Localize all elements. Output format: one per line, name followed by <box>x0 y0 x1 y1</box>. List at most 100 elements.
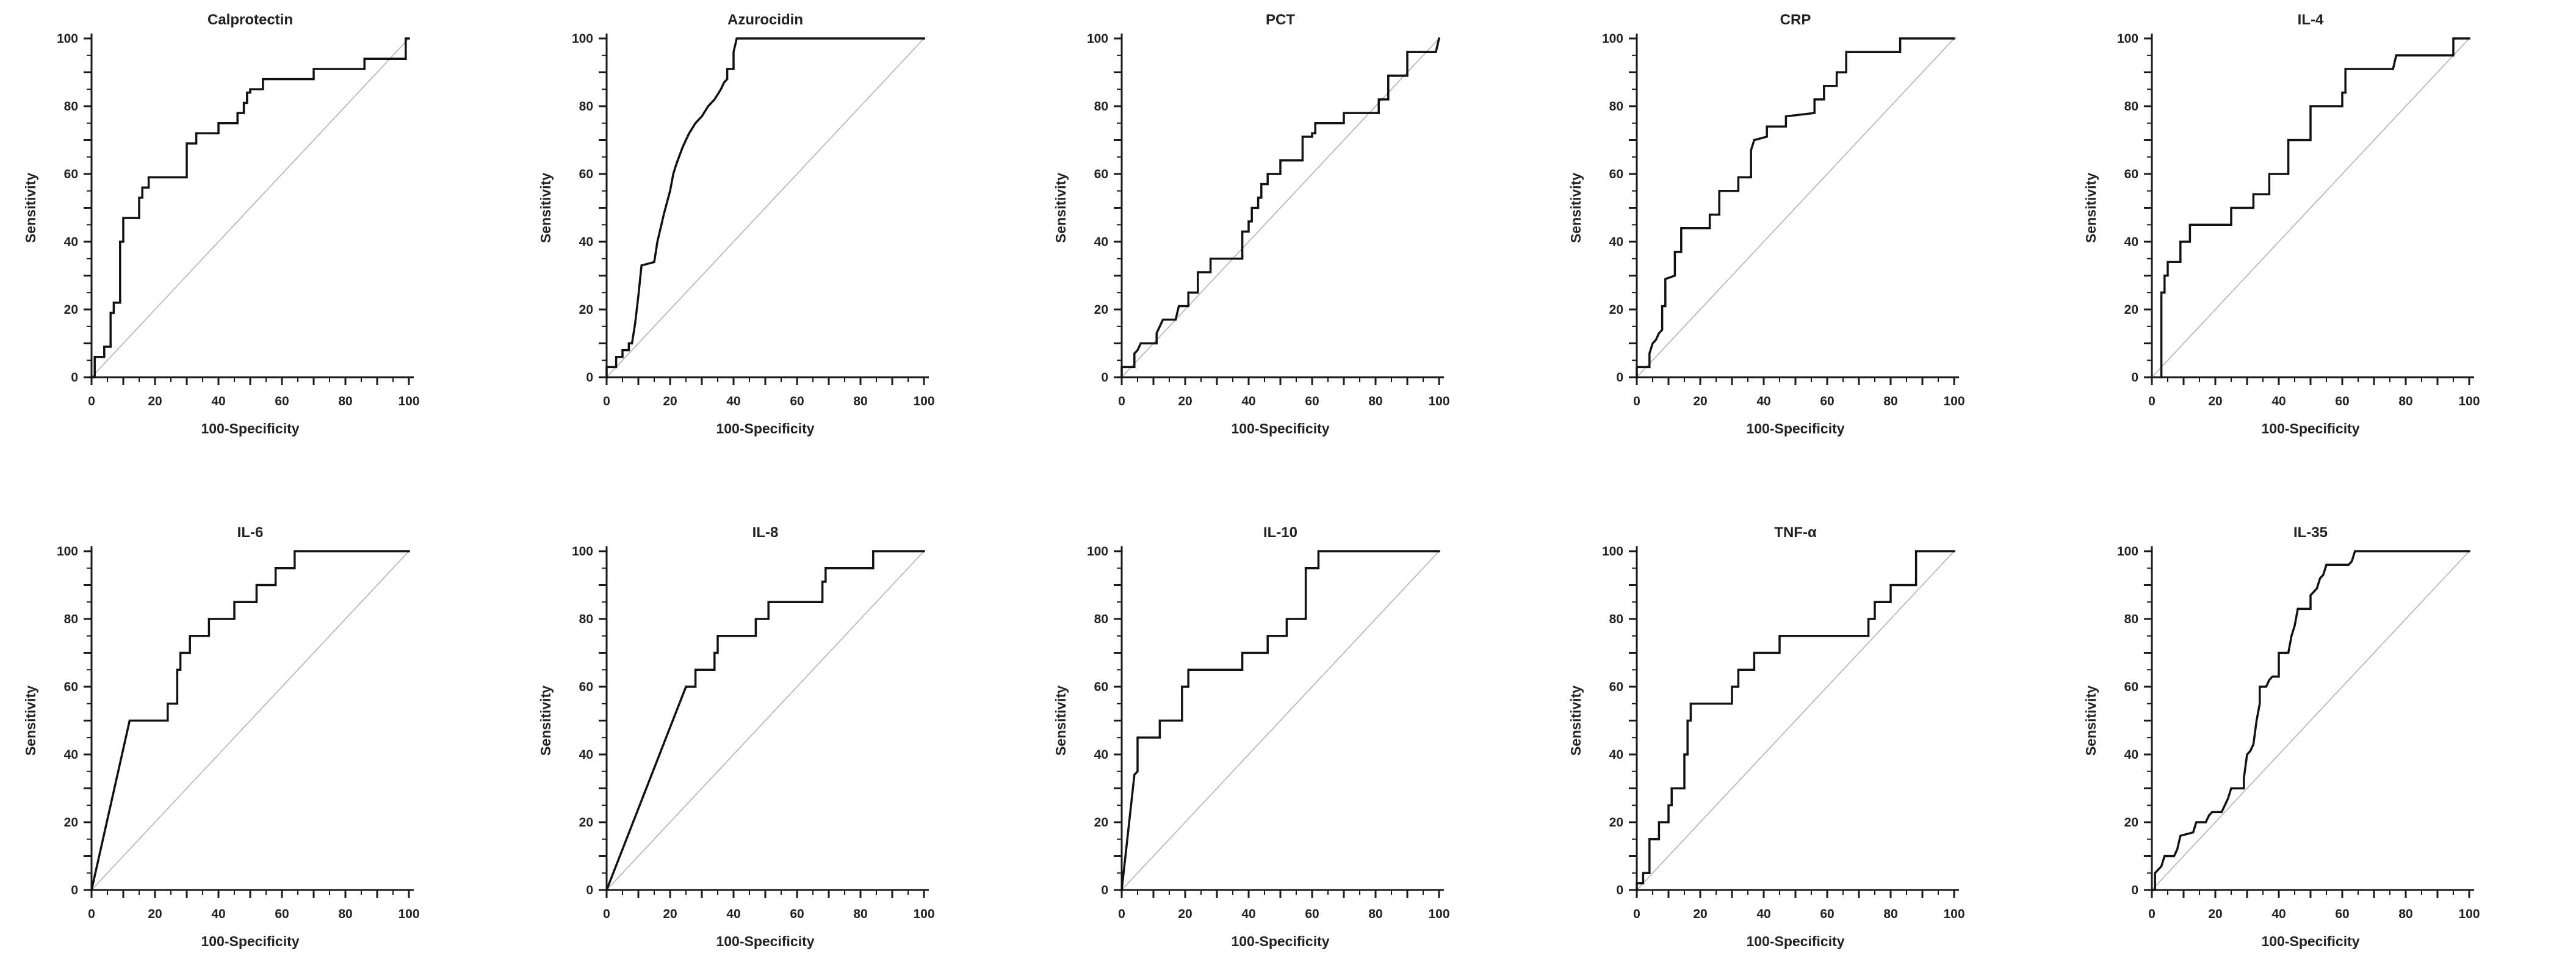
y-tick-label: 20 <box>579 303 593 317</box>
y-tick-label: 60 <box>579 680 593 694</box>
axis-ticks: 00 20 20 40 40 60 60 80 80 100 100 <box>2117 32 2480 408</box>
x-tick-label: 60 <box>1820 394 1834 408</box>
x-tick-label: 60 <box>275 907 289 921</box>
y-tick-label: 60 <box>1609 167 1623 181</box>
x-axis-label: 100-Specificity <box>2261 933 2359 949</box>
diagonal-reference-line <box>606 38 925 378</box>
roc-panel-il-4: IL-4 0 0 20 20 40 40 60 60 80 80 100 100 100-Specific… <box>2060 5 2575 450</box>
y-axis-label: Sensitivity <box>538 173 554 243</box>
y-tick-label: 0 <box>586 371 593 385</box>
y-tick-label: 0 <box>71 883 78 897</box>
y-tick-label: 80 <box>64 99 78 114</box>
diagonal-reference-line <box>1636 551 1955 891</box>
x-tick-label: 40 <box>1756 394 1770 408</box>
x-tick-label: 40 <box>1241 907 1255 921</box>
x-tick-label: 40 <box>2271 907 2286 921</box>
x-tick-label: 0 <box>1633 907 1640 921</box>
chart-title: CRP <box>1780 12 1811 28</box>
y-tick-label: 20 <box>2124 816 2138 830</box>
y-tick-label: 80 <box>1094 99 1108 114</box>
y-axis-label: Sensitivity <box>1568 173 1584 243</box>
x-tick-label: 60 <box>790 394 804 408</box>
x-tick-label: 100 <box>1428 907 1449 921</box>
y-tick-label: 80 <box>579 99 593 114</box>
y-tick-label: 0 <box>71 371 78 385</box>
x-tick-label: 60 <box>1305 394 1319 408</box>
x-tick-label: 60 <box>275 394 289 408</box>
roc-plot-il-6: IL-6 00 20 20 40 40 60 60 80 80 100 100 100-Specific… <box>23 524 420 949</box>
axis-ticks: 00 20 20 40 40 60 60 80 80 100 100 <box>57 32 420 408</box>
axis-ticks: 00 20 20 40 40 60 60 80 80 100 100 <box>2117 544 2480 921</box>
y-tick-label: 100 <box>1087 544 1108 559</box>
diagonal-reference-line <box>91 551 409 891</box>
y-tick-label: 80 <box>579 612 593 626</box>
y-tick-label: 20 <box>1094 303 1108 317</box>
y-axis-label: Sensitivity <box>1053 173 1069 243</box>
y-tick-label: 60 <box>1609 680 1623 694</box>
roc-curve <box>605 37 925 378</box>
x-tick-label: 20 <box>2208 907 2222 921</box>
y-tick-label: 100 <box>57 544 78 559</box>
diagonal-reference-line <box>1636 38 1955 378</box>
roc-plot-il-35: IL-35 00 20 20 40 40 60 60 80 80 100 100 100-Specifi… <box>2083 524 2480 949</box>
x-tick-label: 60 <box>790 907 804 921</box>
chart-title: IL-35 <box>2293 524 2328 541</box>
x-axis-label: 100-Specificity <box>201 421 299 436</box>
x-tick-label: 100 <box>2458 907 2480 921</box>
x-tick-label: 100 <box>398 907 419 921</box>
x-tick-label: 0 <box>88 907 95 921</box>
roc-plot-pct: PCT 00 20 20 40 40 60 60 80 80 100 100 100-Specifici… <box>1053 12 1450 436</box>
x-tick-label: 80 <box>1883 394 1897 408</box>
y-tick-label: 100 <box>1087 32 1108 46</box>
roc-panel-tnf-alpha: TNF-α 0 0 20 20 40 40 60 60 80 80 100 100 100-Specifi… <box>1545 518 2060 963</box>
roc-panel-crp: CRP 0 0 20 20 40 40 60 60 80 80 100 100 100-Specifici… <box>1545 5 2060 450</box>
y-tick-label: 80 <box>64 612 78 626</box>
diagonal-reference-line <box>1121 551 1440 891</box>
y-tick-label: 100 <box>57 32 78 46</box>
y-tick-label: 20 <box>64 303 78 317</box>
y-tick-label: 60 <box>1094 167 1108 181</box>
x-axis-label: 100-Specificity <box>716 421 814 436</box>
x-tick-label: 20 <box>663 907 677 921</box>
y-tick-label: 60 <box>1094 680 1108 694</box>
axis-ticks: 00 20 20 40 40 60 60 80 80 100 100 <box>1087 32 1450 408</box>
y-tick-label: 0 <box>1101 371 1108 385</box>
roc-plot-crp: CRP 00 20 20 40 40 60 60 80 80 100 100 100-Specifici… <box>1568 12 1965 436</box>
y-tick-label: 40 <box>1609 235 1623 249</box>
y-tick-label: 40 <box>64 235 78 249</box>
roc-curve <box>1120 550 1440 891</box>
y-tick-label: 20 <box>1609 303 1623 317</box>
roc-curve <box>1636 37 1955 378</box>
diagonal-reference-line <box>2151 38 2470 378</box>
axis-ticks: 00 20 20 40 40 60 60 80 80 100 100 <box>1087 544 1450 921</box>
x-tick-label: 80 <box>853 907 867 921</box>
y-tick-label: 0 <box>586 883 593 897</box>
y-tick-label: 60 <box>2124 680 2138 694</box>
y-tick-label: 100 <box>1602 32 1623 46</box>
y-tick-label: 20 <box>1094 816 1108 830</box>
axis-ticks: 00 20 20 40 40 60 60 80 80 100 100 <box>572 32 935 408</box>
y-axis-label: Sensitivity <box>2083 173 2099 243</box>
chart-title: IL-4 <box>2298 12 2324 28</box>
x-axis-label: 100-Specificity <box>1231 421 1329 436</box>
x-tick-label: 40 <box>1756 907 1770 921</box>
roc-curve <box>605 550 925 892</box>
x-tick-label: 20 <box>148 394 162 408</box>
chart-title: Calprotectin <box>207 12 293 28</box>
roc-plot-calprotectin: Calprotectin 00 20 20 40 40 60 60 80 80 100 100 100-… <box>23 12 420 436</box>
roc-panel-il-35: IL-35 0 0 20 20 40 40 60 60 80 80 100 100 100-Specifi… <box>2060 518 2575 963</box>
y-axis-label: Sensitivity <box>1053 685 1069 756</box>
y-axis-label: Sensitivity <box>23 173 38 243</box>
y-tick-label: 40 <box>1609 748 1623 762</box>
diagonal-reference-line <box>606 551 925 891</box>
y-tick-label: 40 <box>579 748 593 762</box>
y-tick-label: 80 <box>1609 99 1623 114</box>
x-tick-label: 100 <box>1943 394 1964 408</box>
diagonal-reference-line <box>1121 38 1440 378</box>
x-axis-label: 100-Specificity <box>2261 421 2359 436</box>
y-tick-label: 0 <box>1616 371 1623 385</box>
x-tick-label: 0 <box>603 907 610 921</box>
roc-plot-il-10: IL-10 00 20 20 40 40 60 60 80 80 100 100 100-Specifi… <box>1053 524 1450 949</box>
chart-title: IL-8 <box>752 524 779 541</box>
